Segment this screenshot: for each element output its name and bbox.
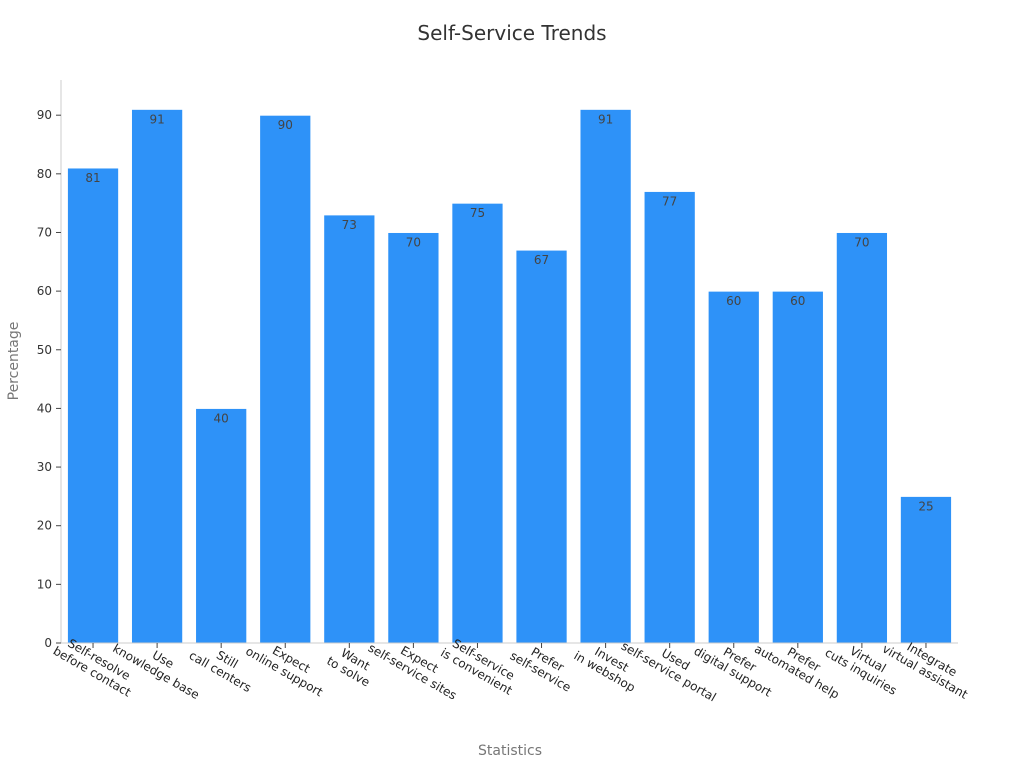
y-tick-label: 10 xyxy=(37,577,52,591)
bar xyxy=(771,290,824,644)
y-axis: 0 10 20 30 40 50 60 70 80 90 xyxy=(37,80,62,650)
bar xyxy=(387,231,440,644)
y-tick-label: 60 xyxy=(37,284,52,298)
y-tick-label: 30 xyxy=(37,460,52,474)
bar xyxy=(259,114,312,644)
bar xyxy=(130,108,184,644)
y-tick-label: 0 xyxy=(44,636,52,650)
y-tick-label: 40 xyxy=(37,401,52,415)
x-axis-title: Statistics xyxy=(478,743,542,759)
y-tick-label: 20 xyxy=(37,519,52,533)
y-tick-label: 80 xyxy=(37,167,52,181)
bar-value-label: 67 xyxy=(534,253,549,267)
bar xyxy=(195,407,248,644)
bar xyxy=(66,167,120,644)
bars: 81 91 40 90 73 70 75 67 91 77 60 60 70 25 xyxy=(66,108,953,644)
y-tick-label: 50 xyxy=(37,343,52,357)
bar xyxy=(643,190,696,644)
bar-value-label: 25 xyxy=(918,499,933,513)
bar xyxy=(579,108,632,644)
bar xyxy=(451,202,504,644)
y-tick-label: 70 xyxy=(37,225,52,239)
x-tick-label: Preferself-service xyxy=(508,637,581,695)
bar-value-label: 73 xyxy=(342,218,357,232)
bar-value-label: 70 xyxy=(406,235,421,249)
bar-value-label: 75 xyxy=(470,206,485,220)
y-axis-title: Percentage xyxy=(6,322,22,401)
bar xyxy=(899,495,953,644)
bar xyxy=(515,249,568,644)
bar xyxy=(323,214,376,644)
bar-value-label: 77 xyxy=(662,194,677,208)
bar-value-label: 60 xyxy=(726,294,741,308)
y-tick-label: 90 xyxy=(37,108,52,122)
bar xyxy=(707,290,760,644)
bar-value-label: 40 xyxy=(214,411,229,425)
bar-value-label: 60 xyxy=(790,294,805,308)
bar-value-label: 91 xyxy=(598,112,613,126)
chart-title: Self-Service Trends xyxy=(417,21,606,45)
bar xyxy=(835,231,889,644)
bar-value-label: 91 xyxy=(149,112,164,126)
bar-value-label: 81 xyxy=(85,171,100,185)
bar-value-label: 90 xyxy=(278,118,293,132)
bar-value-label: 70 xyxy=(854,235,869,249)
